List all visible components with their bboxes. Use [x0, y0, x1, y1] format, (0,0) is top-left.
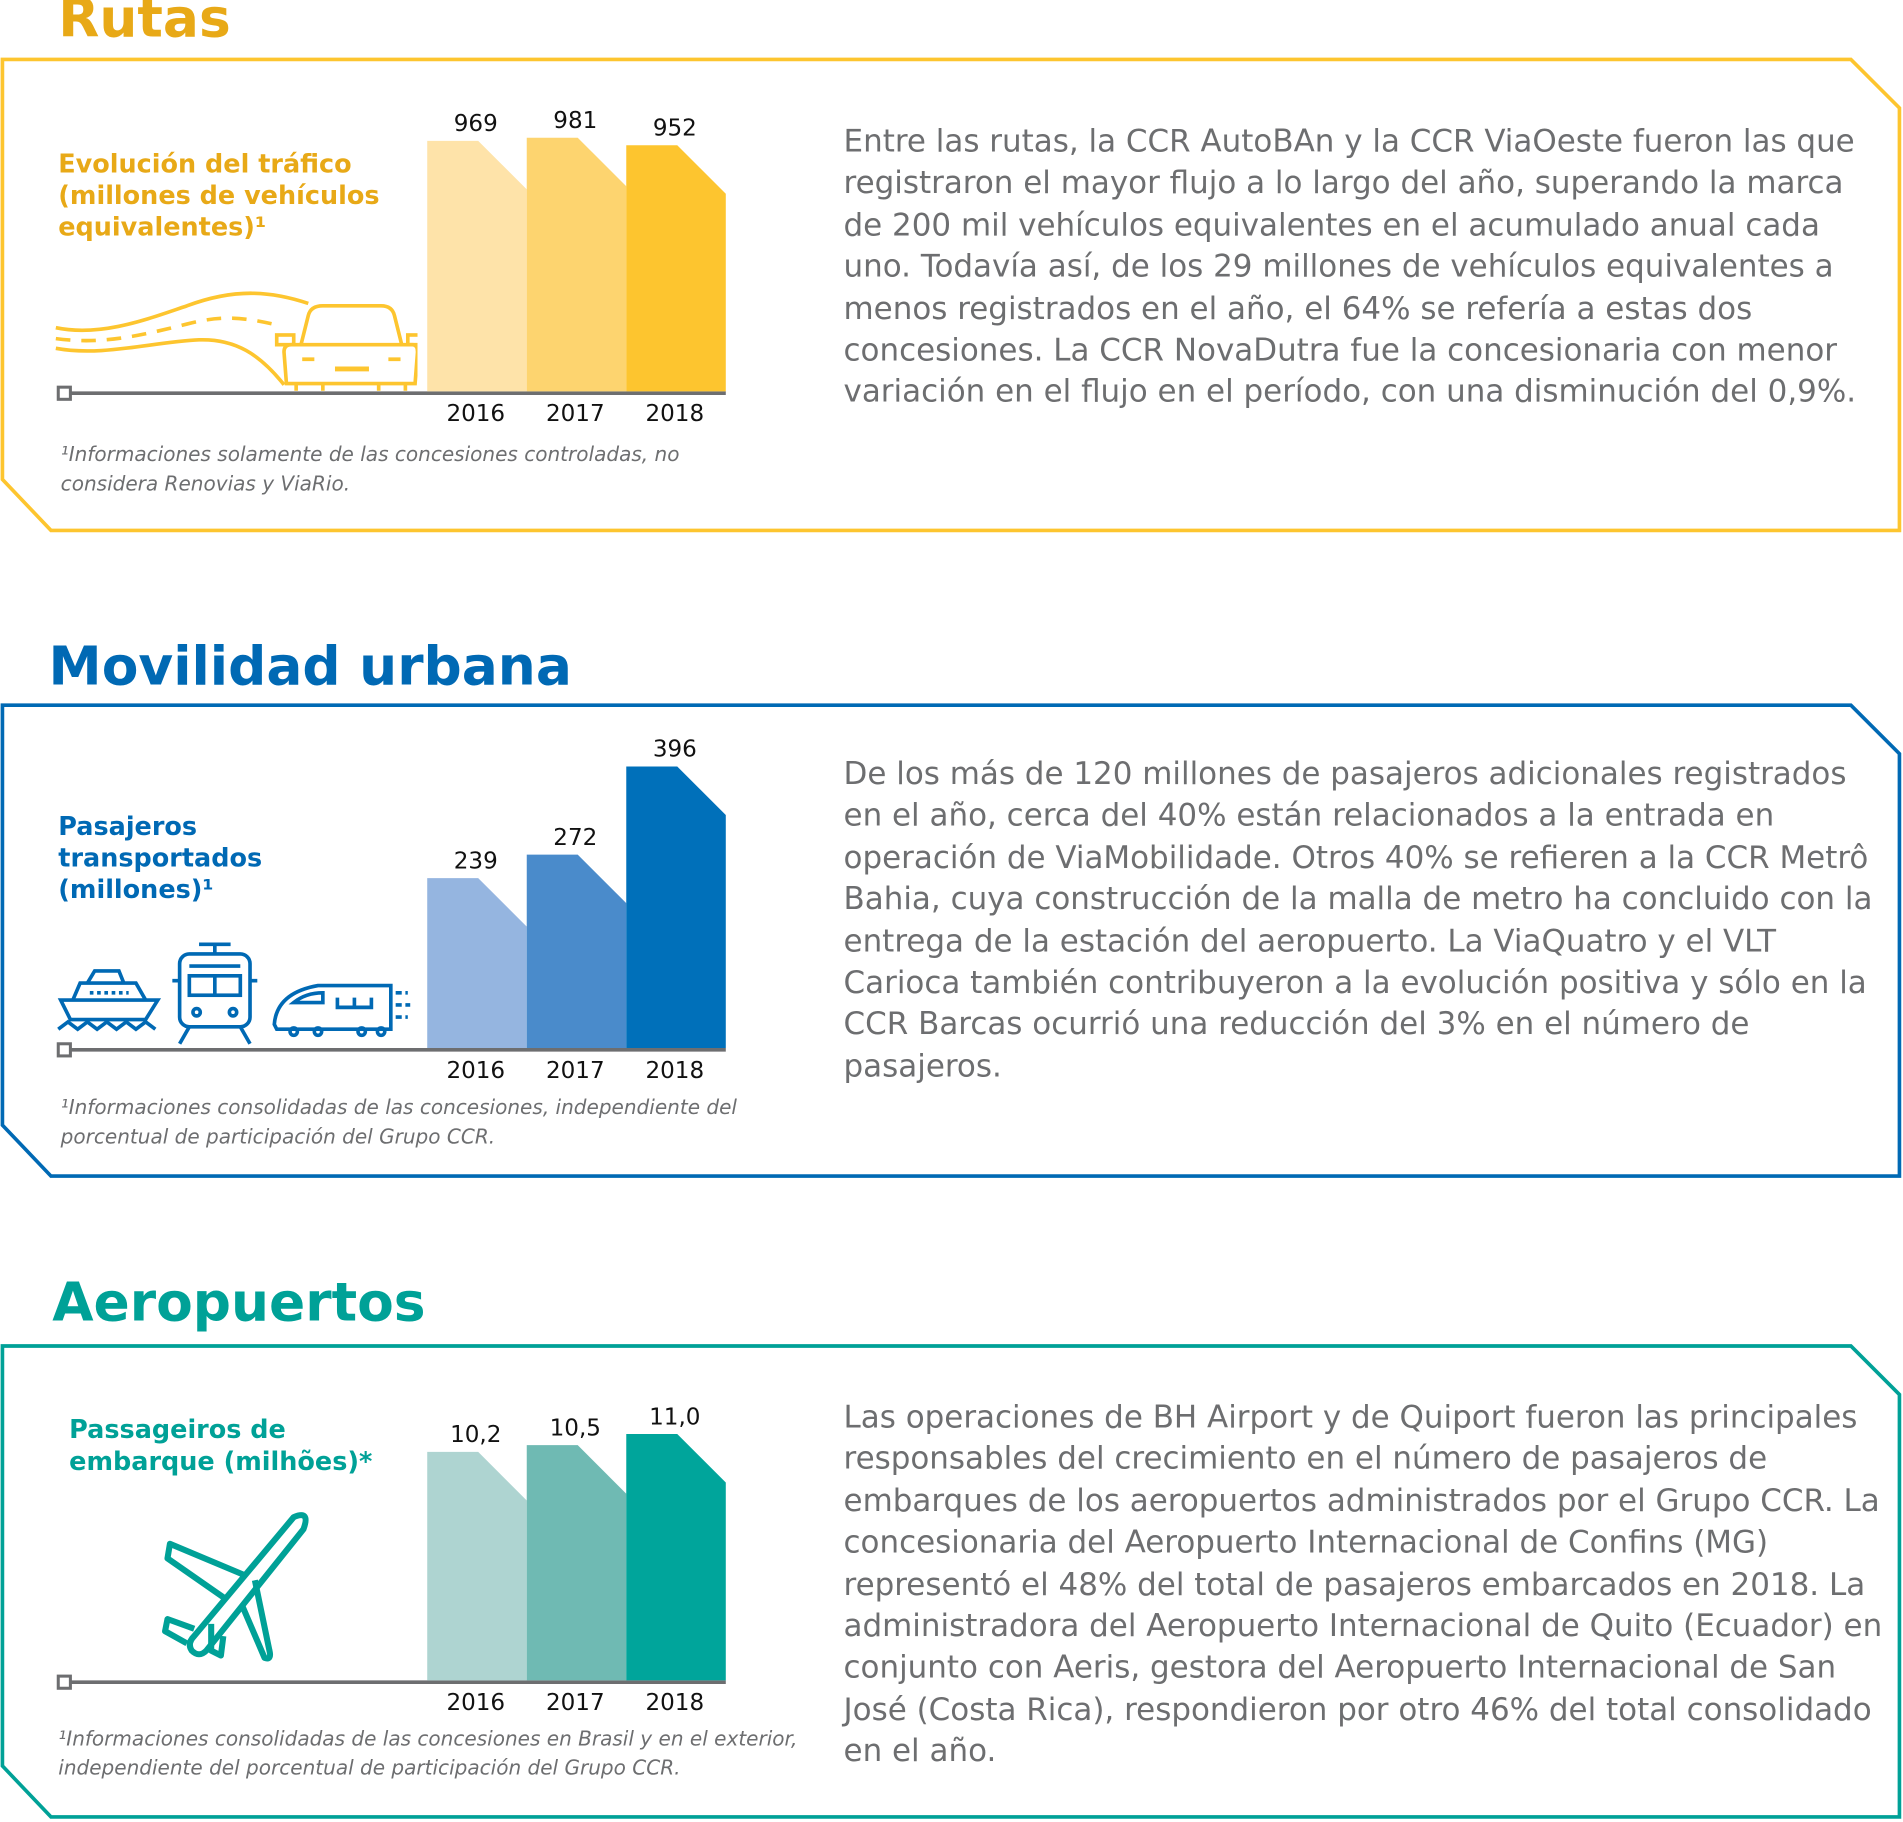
section-rutas: Evolución del tráfico (millones de vehíc…: [0, 57, 1903, 533]
axis-start-marker: [56, 385, 72, 401]
section-paragraph: Entre las rutas, la CCR AutoBAn y la CCR…: [843, 123, 1857, 411]
frame-border: [0, 703, 1902, 1178]
bar-2018: [626, 1433, 726, 1681]
chart-aeropuertos: 10,2 2016 10,5 2017 11,0 2018: [56, 1404, 726, 1716]
data-label: 981: [553, 108, 597, 134]
x-tick-label: 2016: [446, 1058, 505, 1084]
section-aeropuertos: Passageiros de embarque (milhões)* 10,2 2…: [0, 1344, 1903, 1820]
data-label: 272: [553, 825, 597, 851]
airplane-icon: [162, 1512, 309, 1662]
data-label: 969: [454, 111, 498, 137]
chart-title: Passageiros de embarque (milhões)*: [69, 1415, 373, 1476]
data-label: 952: [653, 116, 697, 142]
footnote: ¹Informaciones consolidadas de las conce…: [58, 1727, 798, 1780]
data-label: 11,0: [649, 1404, 700, 1430]
axis-start-marker: [56, 1042, 72, 1058]
bar-2016: [427, 878, 527, 1049]
bar-2018: [626, 766, 726, 1049]
section-title-aeropuertos: Aeropuertos: [52, 1271, 426, 1334]
section-title-rutas: Rutas: [58, 0, 231, 50]
footnote: ¹Informaciones solamente de las concesio…: [60, 443, 680, 496]
axis-start-marker: [56, 1674, 72, 1690]
x-tick-label: 2018: [645, 401, 704, 427]
x-tick-label: 2017: [546, 1690, 605, 1716]
data-label: 10,5: [550, 1415, 601, 1441]
x-tick-label: 2018: [645, 1690, 704, 1716]
x-tick-label: 2018: [645, 1058, 704, 1084]
chart-title: Evolución del tráfico (millones de vehíc…: [58, 149, 380, 242]
bar-2017: [526, 854, 627, 1049]
data-label: 239: [454, 848, 498, 874]
bar-2017: [526, 1445, 627, 1681]
chart-movilidad: 239 2016 272 2017 396 2018: [56, 737, 726, 1084]
bar-2016: [427, 1451, 527, 1681]
bullet-train-icon: [272, 983, 411, 1038]
bar-2017: [526, 137, 627, 392]
frame-border: [0, 57, 1902, 533]
bar-2018: [626, 145, 726, 392]
bar-2016: [427, 140, 527, 392]
chart-rutas: 969 2016 981 2017 952 2018: [56, 108, 726, 427]
data-label: 10,2: [450, 1422, 501, 1448]
ferry-icon: [57, 969, 162, 1032]
section-movilidad: Pasajeros transportados (millones)¹: [0, 703, 1903, 1179]
footnote: ¹Informaciones consolidadas de las conce…: [60, 1095, 738, 1149]
chart-title: Pasajeros transportados (millones)¹: [58, 811, 263, 905]
section-title-movilidad: Movilidad urbana: [48, 635, 572, 698]
data-label: 396: [653, 737, 697, 763]
x-tick-label: 2016: [446, 401, 505, 427]
car-on-road-icon: [55, 291, 418, 391]
section-paragraph: Las operaciones de BH Airport y de Quipo…: [843, 1399, 1883, 1770]
x-tick-label: 2017: [546, 1058, 605, 1084]
x-tick-label: 2016: [446, 1690, 505, 1716]
x-tick-label: 2017: [546, 401, 605, 427]
train-icon: [172, 942, 258, 1045]
frame-border: [0, 1344, 1902, 1819]
section-paragraph: De los más de 120 millones de pasajeros …: [843, 756, 1873, 1085]
